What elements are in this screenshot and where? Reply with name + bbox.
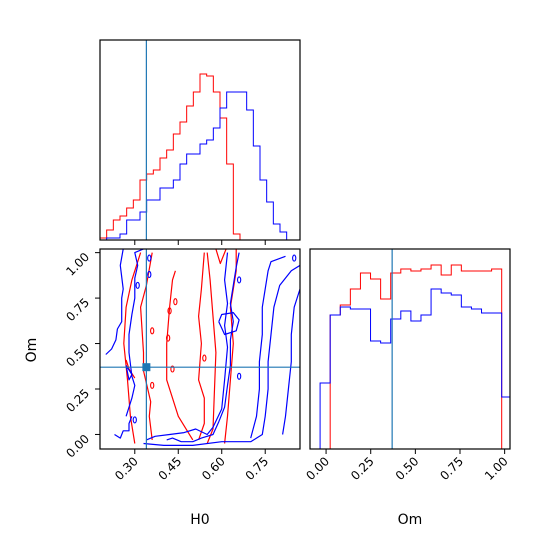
contour-island-0-4 bbox=[150, 327, 155, 335]
contour-1-5 bbox=[143, 264, 300, 446]
contour-island-0-3 bbox=[150, 381, 155, 389]
contour-island-0-0 bbox=[165, 334, 171, 342]
x-axis-label-h0: H0 bbox=[190, 512, 209, 528]
contour-island-1-3 bbox=[236, 276, 242, 284]
contour-0-0 bbox=[123, 252, 142, 444]
contour-1-1 bbox=[125, 249, 144, 417]
h0-marginal-frame bbox=[99, 39, 301, 241]
contour-1-6 bbox=[250, 255, 286, 439]
contour-1-8 bbox=[218, 312, 240, 336]
x-axis-label-om: Om bbox=[398, 512, 423, 528]
joint-contour-panel: 0.30 0.45 0.60 0.750.000.250.500.751.00 H0 … bbox=[24, 248, 301, 528]
y-axis-label-om: Om bbox=[24, 338, 40, 363]
h0-hist-series-1 bbox=[100, 91, 300, 241]
contour-0-3 bbox=[198, 252, 205, 441]
contour-island-0-2 bbox=[173, 298, 178, 306]
joint-frame bbox=[99, 248, 301, 450]
contour-island-1-5 bbox=[292, 254, 297, 262]
contour-1-4 bbox=[146, 252, 229, 441]
contour-island-0-6 bbox=[170, 365, 175, 373]
contour-1-3 bbox=[166, 252, 240, 443]
contour-island-0-1 bbox=[167, 307, 172, 315]
contour-1-7 bbox=[282, 288, 300, 435]
h0-marginal-panel bbox=[99, 39, 301, 245]
om-hist-series-0 bbox=[310, 264, 510, 450]
contour-0-1 bbox=[140, 252, 153, 440]
om-marginal-frame bbox=[309, 248, 511, 450]
contour-island-1-6 bbox=[132, 416, 137, 424]
contour-island-1-1 bbox=[147, 270, 152, 279]
contour-0-7 bbox=[215, 249, 227, 265]
contour-island-1-4 bbox=[236, 372, 242, 380]
contour-1-9 bbox=[125, 365, 133, 381]
contour-1-2 bbox=[114, 416, 133, 439]
joint-truth-marker bbox=[142, 363, 151, 372]
contour-island-1-0 bbox=[147, 254, 152, 262]
om-hist-series-1 bbox=[310, 288, 511, 450]
contour-0-2 bbox=[166, 270, 194, 441]
contour-0-4 bbox=[206, 252, 217, 444]
contour-island-0-5 bbox=[202, 354, 207, 362]
contour-island-1-2 bbox=[135, 281, 140, 289]
contour-1-0 bbox=[105, 249, 124, 355]
